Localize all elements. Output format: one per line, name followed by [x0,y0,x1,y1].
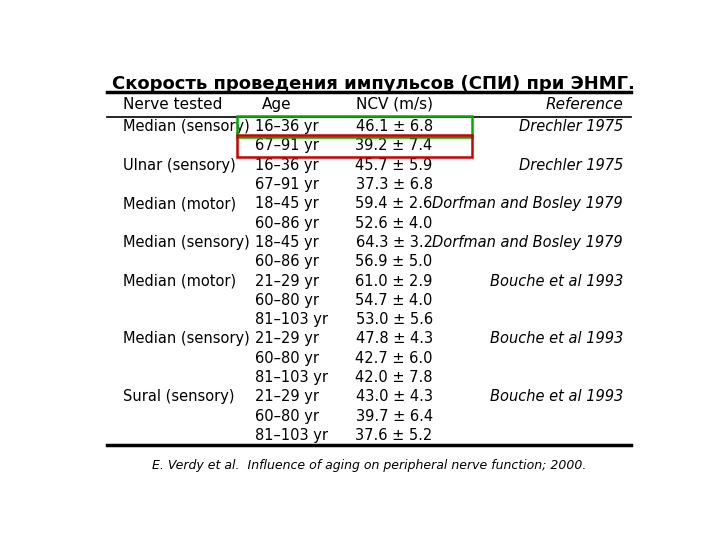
Text: Drechler 1975: Drechler 1975 [518,119,623,134]
Text: 16–36 yr: 16–36 yr [255,158,318,173]
Text: Median (sensory): Median (sensory) [124,119,251,134]
Text: 67–91 yr: 67–91 yr [255,138,318,153]
Text: Ulnar (sensory): Ulnar (sensory) [124,158,236,173]
Text: 52.6 ± 4.0: 52.6 ± 4.0 [356,215,433,231]
Text: Dorfman and Bosley 1979: Dorfman and Bosley 1979 [432,235,623,250]
Text: 37.3 ± 6.8: 37.3 ± 6.8 [356,177,433,192]
Text: 60–80 yr: 60–80 yr [255,351,319,366]
Text: 45.7 ± 5.9: 45.7 ± 5.9 [356,158,433,173]
Text: 64.3 ± 3.2: 64.3 ± 3.2 [356,235,433,250]
Text: 60–86 yr: 60–86 yr [255,254,318,269]
Text: Bouche et al 1993: Bouche et al 1993 [490,389,623,404]
Text: 60–86 yr: 60–86 yr [255,215,318,231]
Text: 81–103 yr: 81–103 yr [255,312,328,327]
Text: 21–29 yr: 21–29 yr [255,332,319,347]
Text: 39.7 ± 6.4: 39.7 ± 6.4 [356,409,433,424]
Text: 21–29 yr: 21–29 yr [255,274,319,288]
Text: 60–80 yr: 60–80 yr [255,409,319,424]
Text: 16–36 yr: 16–36 yr [255,119,318,134]
Text: Median (sensory): Median (sensory) [124,332,251,347]
Text: Median (motor): Median (motor) [124,196,237,211]
Text: Drechler 1975: Drechler 1975 [518,158,623,173]
Text: Reference: Reference [545,97,623,112]
Text: 37.6 ± 5.2: 37.6 ± 5.2 [356,428,433,443]
Text: 21–29 yr: 21–29 yr [255,389,319,404]
Text: Age: Age [262,97,292,112]
Text: NCV (m/s): NCV (m/s) [356,97,433,112]
Text: 46.1 ± 6.8: 46.1 ± 6.8 [356,119,433,134]
Text: 18–45 yr: 18–45 yr [255,196,318,211]
Text: 47.8 ± 4.3: 47.8 ± 4.3 [356,332,433,347]
Text: 18–45 yr: 18–45 yr [255,235,318,250]
Text: 42.7 ± 6.0: 42.7 ± 6.0 [356,351,433,366]
Text: 81–103 yr: 81–103 yr [255,428,328,443]
Text: Dorfman and Bosley 1979: Dorfman and Bosley 1979 [432,196,623,211]
Text: Median (sensory): Median (sensory) [124,235,251,250]
Text: 60–80 yr: 60–80 yr [255,293,319,308]
Text: 53.0 ± 5.6: 53.0 ± 5.6 [356,312,433,327]
Text: 42.0 ± 7.8: 42.0 ± 7.8 [356,370,433,385]
Text: 59.4 ± 2.6: 59.4 ± 2.6 [356,196,433,211]
Text: Bouche et al 1993: Bouche et al 1993 [490,274,623,288]
Bar [237,135,472,157]
Text: 54.7 ± 4.0: 54.7 ± 4.0 [356,293,433,308]
Text: 67–91 yr: 67–91 yr [255,177,318,192]
Text: Median (motor): Median (motor) [124,274,237,288]
Text: E. Verdy et al.  Influence of aging on peripheral nerve function; 2000.: E. Verdy et al. Influence of aging on pe… [152,460,586,472]
Text: Sural (sensory): Sural (sensory) [124,389,235,404]
Text: 39.2 ± 7.4: 39.2 ± 7.4 [356,138,433,153]
Text: Bouche et al 1993: Bouche et al 1993 [490,332,623,347]
Text: 81–103 yr: 81–103 yr [255,370,328,385]
Text: Скорость проведения импульсов (СПИ) при ЭНМГ.: Скорость проведения импульсов (СПИ) при … [112,75,635,93]
Bar [237,116,472,137]
Text: 43.0 ± 4.3: 43.0 ± 4.3 [356,389,433,404]
Text: Nerve tested: Nerve tested [124,97,223,112]
Text: 61.0 ± 2.9: 61.0 ± 2.9 [356,274,433,288]
Text: 56.9 ± 5.0: 56.9 ± 5.0 [356,254,433,269]
